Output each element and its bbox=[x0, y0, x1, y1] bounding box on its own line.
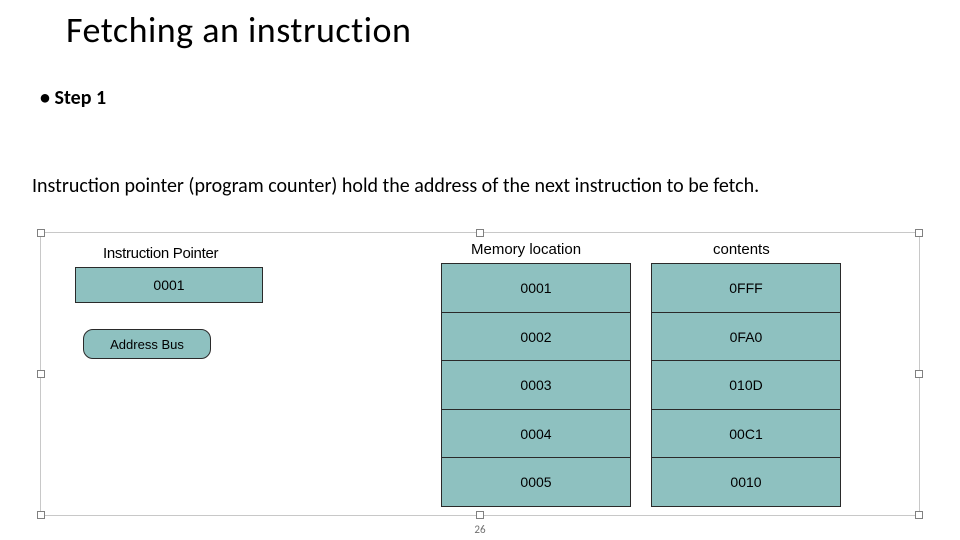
memory-contents-cell: 0FA0 bbox=[651, 312, 841, 362]
selection-handle bbox=[37, 511, 45, 519]
memory-location-cell: 0005 bbox=[441, 457, 631, 507]
step-bullet: • Step 1 bbox=[40, 86, 106, 110]
memory-contents-cell: 0FFF bbox=[651, 263, 841, 313]
instruction-pointer-header: Instruction Pointer bbox=[103, 245, 218, 262]
memory-location-cell: 0004 bbox=[441, 409, 631, 459]
memory-location-cell: 0003 bbox=[441, 360, 631, 410]
step-description: Instruction pointer (program counter) ho… bbox=[32, 174, 759, 198]
memory-location-column: 0001 0002 0003 0004 0005 bbox=[441, 263, 631, 507]
memory-contents-column: 0FFF 0FA0 010D 00C1 0010 bbox=[651, 263, 841, 507]
step-label: Step 1 bbox=[54, 86, 106, 110]
memory-location-cell: 0002 bbox=[441, 312, 631, 362]
memory-contents-cell: 0010 bbox=[651, 457, 841, 507]
selection-handle bbox=[476, 511, 484, 519]
instruction-pointer-box: 0001 bbox=[75, 267, 263, 303]
address-bus-box: Address Bus bbox=[83, 329, 211, 359]
memory-contents-cell: 010D bbox=[651, 360, 841, 410]
memory-contents-cell: 00C1 bbox=[651, 409, 841, 459]
selection-handle bbox=[915, 511, 923, 519]
bullet-dot: • bbox=[40, 86, 54, 110]
memory-contents-header: contents bbox=[713, 241, 770, 258]
diagram-figure: Instruction Pointer 0001 Address Bus Mem… bbox=[40, 232, 920, 516]
selection-handle bbox=[915, 370, 923, 378]
memory-location-header: Memory location bbox=[471, 241, 581, 258]
selection-handle bbox=[476, 229, 484, 237]
selection-handle bbox=[37, 370, 45, 378]
slide-title: Fetching an instruction bbox=[66, 8, 411, 52]
selection-handle bbox=[915, 229, 923, 237]
page-number: 26 bbox=[474, 523, 485, 536]
memory-location-cell: 0001 bbox=[441, 263, 631, 313]
selection-handle bbox=[37, 229, 45, 237]
